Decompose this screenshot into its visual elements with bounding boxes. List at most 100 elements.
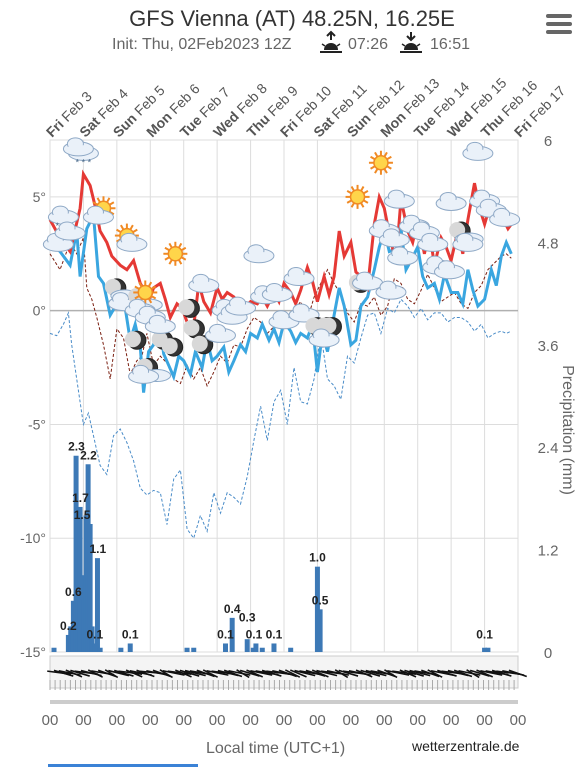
hamburger-menu-icon[interactable] [546,14,572,34]
sun-icon [163,241,188,266]
y-tick-precipitation: 3.6 [538,338,559,355]
wind-arrow [437,669,457,677]
wind-arrow [159,669,173,679]
wind-arrow [179,669,200,677]
wind-arrow [175,669,192,678]
wind-arrow [476,669,494,678]
wind-arrow [70,669,90,677]
precipitation-data-label: 0.1 [217,627,234,641]
y-tick-precipitation: 6 [544,133,552,150]
wind-arrow [261,669,282,677]
wind-arrow [290,669,307,678]
precipitation-bar [317,609,323,652]
cloud-icon [308,328,340,348]
wind-arrow [136,669,155,678]
tab-indicator [48,764,198,767]
cloud-icon [261,282,293,302]
precipitation-data-label: 0.1 [86,627,103,641]
wind-arrow [104,669,119,679]
wind-arrow [53,669,74,677]
wind-arrow [427,669,443,678]
moon-icon [178,298,200,318]
sunrise-time: 07:26 [348,36,389,53]
x-tick-label: 00 [42,712,59,729]
y-tick-temperature: -5° [28,416,46,432]
sunrise-icon [320,30,342,53]
cloud-icon [82,205,114,225]
wind-arrow [202,669,219,678]
sunset-icon [400,32,422,53]
precipitation-bar [68,626,74,652]
wind-arrow [239,669,260,677]
wind-arrow [453,669,473,678]
precipitation-bar [482,647,488,652]
wind-arrow [326,669,350,676]
cloud-icon [489,207,521,227]
x-tick-label: 00 [142,712,159,729]
cloud-icon [387,246,419,266]
wind-arrow [334,669,349,679]
sun-icon [345,184,370,209]
precipitation-bar [271,643,277,652]
wind-arrow [284,669,301,678]
precipitation-data-label: 0.1 [246,627,263,641]
precipitation-data-label: 0.6 [65,585,82,599]
wind-arrow [278,669,297,678]
precipitation-bar [127,643,133,652]
wind-arrow [338,669,359,677]
wind-arrow [399,669,417,678]
y-tick-precipitation: 2.4 [538,440,559,457]
precipitation-bar [97,647,103,652]
wind-arrow [311,669,329,678]
x-tick-label: 00 [109,712,126,729]
wind-arrow [365,669,387,677]
moon-icon [124,330,147,350]
y-tick-precipitation: 4.8 [538,235,559,252]
x-tick-label: 00 [175,712,192,729]
precipitation-bar [288,647,294,652]
precipitation-bar [70,600,76,652]
y-tick-temperature: 5° [33,189,46,205]
cloud-icon [128,364,160,384]
precipitation-bar [259,647,265,652]
wind-arrow [480,669,503,676]
x-tick-label: 00 [276,712,293,729]
y-tick-precipitation: 1.2 [538,543,559,560]
precipitation-bar [51,647,57,652]
precipitation-data-label: 0.1 [122,627,139,641]
wind-arrow [113,669,134,677]
credit-link[interactable]: wetterzentrale.de [412,738,520,754]
y-tick-precipitation: 0 [544,645,552,662]
moon-icon [161,337,184,357]
wind-arrow [87,669,104,678]
precipitation-data-label: 0.1 [266,627,283,641]
y-tick-temperature: -15° [20,644,46,660]
wind-arrow [294,669,316,677]
init-label: Init: Thu, 02Feb2023 12Z [112,36,292,53]
x-tick-label: 00 [209,712,226,729]
sun-icon [368,150,393,175]
x-tick-label: 00 [476,712,493,729]
cloud-icon [54,221,86,241]
wind-arrow [421,669,440,678]
precipitation-data-label: 0.3 [239,610,256,624]
precipitation-data-label: 0.2 [60,619,77,633]
cloud-icon [243,244,275,264]
wind-arrow [206,669,229,676]
x-axis-title: Local time (UTC+1) [206,740,346,757]
x-tick-label: 00 [510,712,527,729]
precipitation-bar [223,643,228,652]
precipitation-bar [244,639,250,652]
precipitation-bar [229,617,235,652]
precipitation-bar [92,643,98,652]
precipitation-bar [184,647,190,652]
x-tick-label: 00 [376,712,393,729]
wind-arrow [508,669,527,678]
wind-arrow [469,669,490,677]
precipitation-bar [191,647,197,652]
wind-arrow [387,669,410,676]
wind-arrow [65,669,83,678]
wind-arrow [125,669,143,678]
cloud-icon [383,189,415,209]
cloud-icon [378,228,410,248]
